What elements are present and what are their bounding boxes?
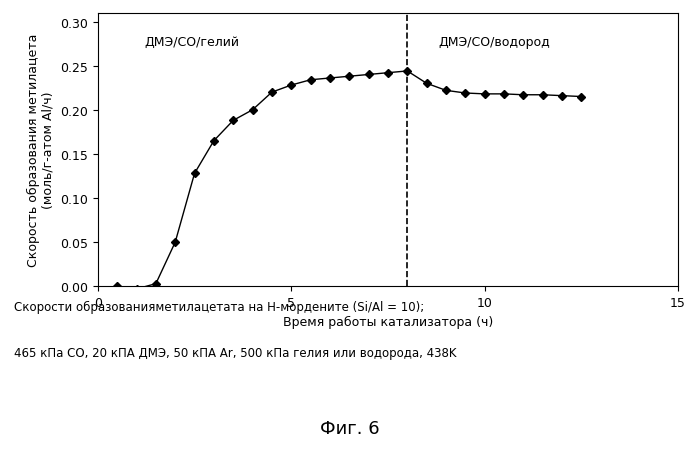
Y-axis label: Скорость образования метилацета
(моль/г-атом Al/ч): Скорость образования метилацета (моль/г-… [27,34,55,267]
Text: ДМЭ/CO/гелий: ДМЭ/CO/гелий [144,35,239,49]
Text: ДМЭ/CO/водород: ДМЭ/CO/водород [438,35,550,49]
Text: Фиг. 6: Фиг. 6 [319,419,380,437]
Text: 465 кПа CO, 20 кПА ДМЭ, 50 кПА Ar, 500 кПа гелия или водорода, 438K: 465 кПа CO, 20 кПА ДМЭ, 50 кПА Ar, 500 к… [14,346,456,359]
X-axis label: Время работы катализатора (ч): Время работы катализатора (ч) [283,315,493,328]
Text: Скорости образованияметилацетата на H-мордените (Si/Al = 10);: Скорости образованияметилацетата на H-мо… [14,300,424,313]
